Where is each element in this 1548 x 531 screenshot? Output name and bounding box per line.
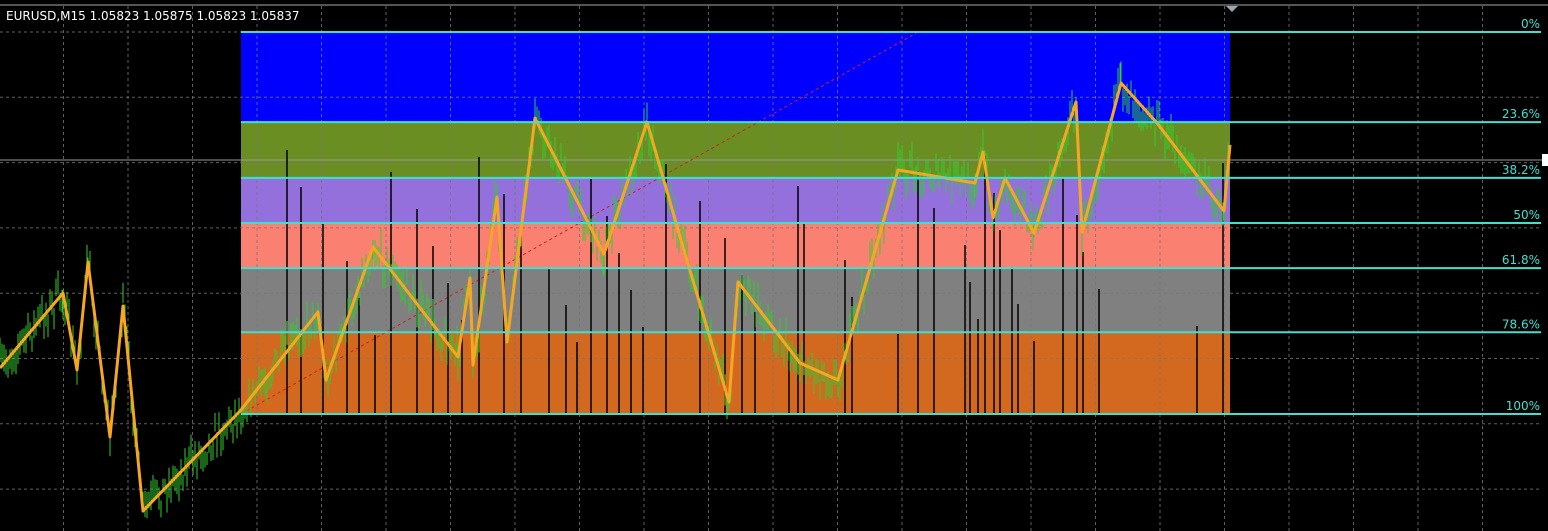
fib-zones (241, 32, 1230, 414)
zigzag (0, 81, 1232, 513)
fib-level-label: 0% (1521, 17, 1540, 31)
fib-level-label: 61.8% (1502, 253, 1540, 267)
fib-levels: 0% 23.6% 38.2% 50% 61.8% 78.6% 100% (241, 17, 1541, 415)
fib-zone (241, 32, 1230, 123)
symbol-info: EURUSD,M15 1.05823 1.05875 1.05823 1.058… (6, 9, 300, 23)
fib-zone (241, 332, 1230, 414)
fib-level-label: 78.6% (1502, 317, 1540, 331)
fib-zone (241, 223, 1230, 269)
fib-level-label: 38.2% (1502, 163, 1540, 177)
fib-level-label: 100% (1506, 399, 1540, 413)
price-marker (1542, 154, 1548, 166)
fib-level-label: 50% (1513, 208, 1540, 222)
shift-marker (1226, 6, 1238, 12)
fib-zone (241, 122, 1230, 178)
fib-level-label: 23.6% (1502, 107, 1540, 121)
fib-zone (241, 177, 1230, 223)
